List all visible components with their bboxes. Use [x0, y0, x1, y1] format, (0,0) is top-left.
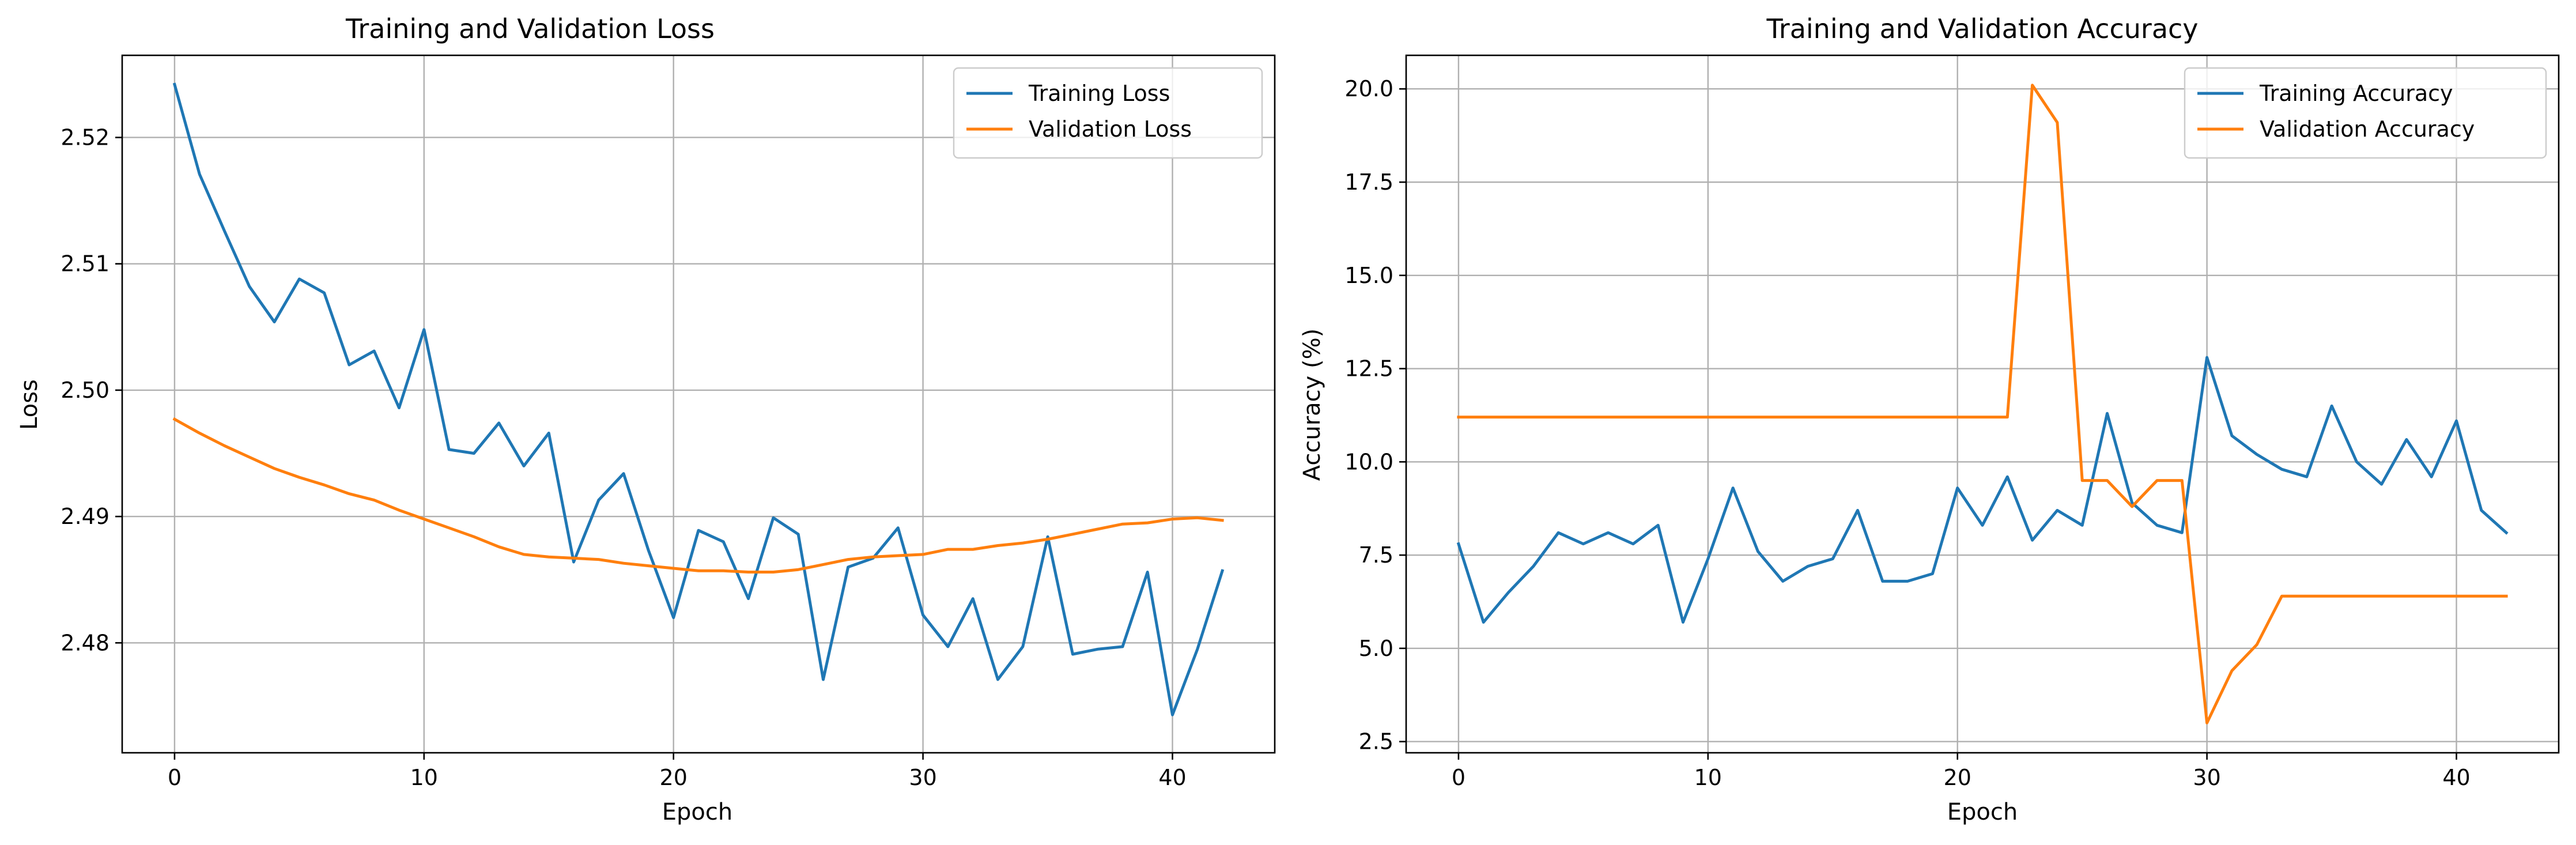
loss-chart-xtick-label: 30: [909, 765, 936, 790]
accuracy-chart-xtick-label: 40: [2442, 765, 2470, 790]
accuracy-chart-xtick-label: 10: [1694, 765, 1722, 790]
accuracy-chart-ytick-label: 12.5: [1344, 356, 1393, 382]
accuracy-chart-xtick-label: 20: [1944, 765, 1971, 790]
accuracy-chart-ytick-label: 17.5: [1344, 169, 1393, 195]
loss-chart-ylabel: Loss: [16, 379, 43, 430]
loss-chart-title: Training and Validation Loss: [345, 13, 715, 44]
validation-loss-legend-label: Validation Loss: [1029, 116, 1192, 142]
loss-chart-xtick-label: 10: [410, 765, 438, 790]
accuracy-chart-title: Training and Validation Accuracy: [1766, 13, 2198, 44]
accuracy-chart-ytick-label: 2.5: [1359, 729, 1393, 755]
accuracy-chart-ytick-label: 20.0: [1344, 76, 1393, 101]
loss-chart-xlabel: Epoch: [662, 799, 732, 825]
accuracy-chart-xtick-label: 0: [1452, 765, 1465, 790]
loss-chart-ytick-label: 2.50: [61, 378, 109, 403]
loss-chart-ytick-label: 2.51: [61, 251, 109, 277]
loss-chart-legend-box: [953, 67, 1263, 159]
accuracy-chart-legend-box: [2184, 67, 2547, 159]
validation-accuracy-line: [1457, 84, 2508, 725]
accuracy-chart: Training and Validation Accuracy Epoch A…: [1299, 13, 2560, 825]
loss-chart-legend: Training Loss Validation Loss: [953, 67, 1263, 159]
loss-chart-frame: [121, 54, 1276, 754]
training-loss-legend-label: Training Loss: [1028, 81, 1170, 106]
validation-loss-line: [172, 417, 1224, 574]
loss-chart-ytick-label: 2.52: [61, 125, 109, 150]
accuracy-chart-frame: [1405, 54, 2560, 754]
accuracy-chart-ylabel: Accuracy (%): [1299, 329, 1325, 481]
accuracy-chart-legend: Training Accuracy Validation Accuracy: [2184, 67, 2547, 159]
training-loss-line: [172, 82, 1225, 716]
loss-chart-ytick-label: 2.49: [61, 504, 109, 529]
training-accuracy-legend-label: Training Accuracy: [2259, 81, 2453, 106]
loss-chart: Training and Validation Loss Epoch Loss …: [16, 13, 1276, 825]
accuracy-chart-ytick-label: 15.0: [1344, 263, 1393, 288]
accuracy-chart-xlabel: Epoch: [1947, 799, 2018, 825]
accuracy-chart-ytick-label: 7.5: [1359, 542, 1393, 568]
loss-chart-xtick-label: 40: [1158, 765, 1186, 790]
accuracy-chart-ytick-label: 5.0: [1359, 636, 1393, 661]
validation-accuracy-legend-label: Validation Accuracy: [2260, 116, 2475, 142]
accuracy-chart-ytick-label: 10.0: [1344, 449, 1393, 474]
training-accuracy-line: [1456, 356, 2509, 624]
accuracy-chart-xtick-label: 30: [2193, 765, 2220, 790]
loss-chart-xtick-label: 0: [168, 765, 182, 790]
loss-chart-xtick-label: 20: [660, 765, 688, 790]
loss-chart-ytick-label: 2.48: [61, 630, 109, 655]
